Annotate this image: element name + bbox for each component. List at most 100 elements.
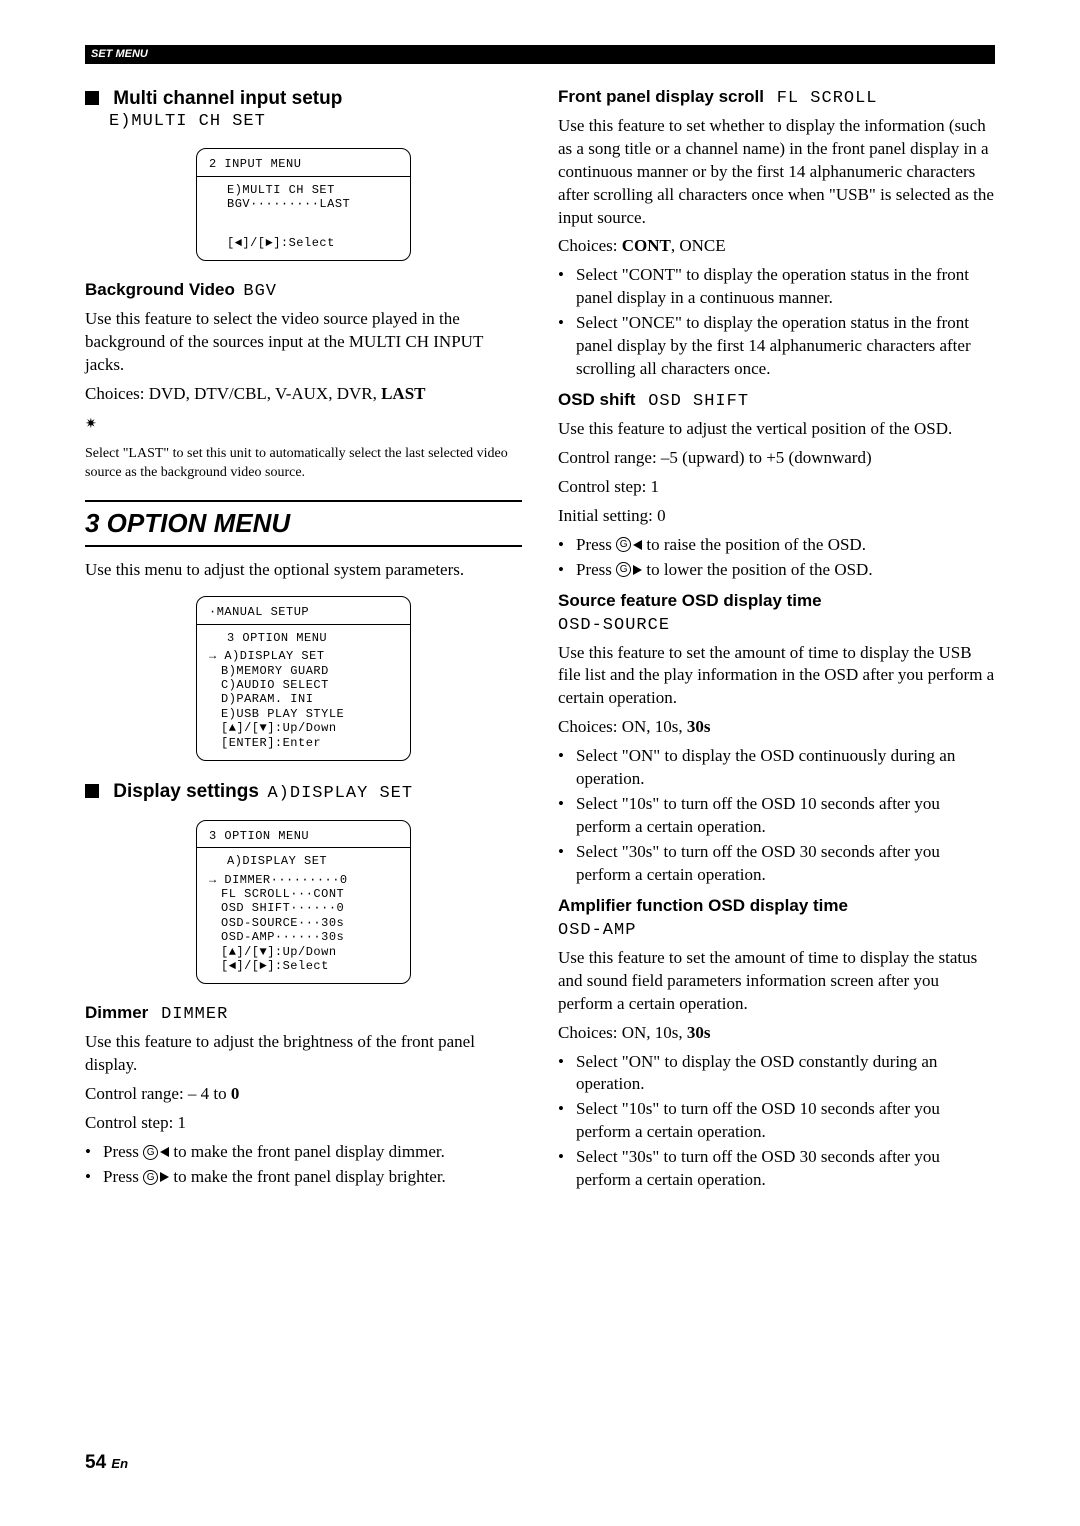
- left-column: Multi channel input setup E)MULTI CH SET…: [85, 86, 522, 1200]
- flscroll-label: Front panel display scroll: [558, 87, 764, 106]
- osdshift-b1-text: to raise the position of the OSD.: [642, 535, 866, 554]
- tip-icon: [85, 418, 101, 434]
- flscroll-b2: Select "ONCE" to display the operation s…: [558, 312, 995, 381]
- osdsource-b3-text: Select "30s" to turn off the OSD 30 seco…: [576, 841, 995, 887]
- osdshift-step: Control step: 1: [558, 476, 995, 499]
- opt-nav1: [▲]/[▼]:Up/Down: [209, 721, 398, 735]
- screen-line1: E)MULTI CH SET: [209, 183, 398, 197]
- bgv-heading: Background Video BGV: [85, 279, 522, 304]
- press-label: Press: [103, 1167, 143, 1186]
- osdsource-b2-text: Select "10s" to turn off the OSD 10 seco…: [576, 793, 995, 839]
- opt-d: D)PARAM. INI: [209, 692, 398, 706]
- g-button-icon: G: [616, 537, 631, 552]
- osdshift-bullets: Press G to raise the position of the OSD…: [558, 534, 995, 582]
- osdsource-b2: Select "10s" to turn off the OSD 10 seco…: [558, 793, 995, 839]
- page-suffix: En: [111, 1456, 128, 1471]
- option-menu-intro: Use this menu to adjust the optional sys…: [85, 559, 522, 582]
- flscroll-b1-text: Select "CONT" to display the operation s…: [576, 264, 995, 310]
- multi-ch-screen: 2 INPUT MENU E)MULTI CH SET BGV·········…: [196, 148, 411, 261]
- osdamp-b1: Select "ON" to display the OSD constantl…: [558, 1051, 995, 1097]
- osdamp-bullets: Select "ON" to display the OSD constantl…: [558, 1051, 995, 1193]
- flscroll-choices-rest: , ONCE: [671, 236, 726, 255]
- osdsource-choices: Choices: ON, 10s, 30s: [558, 716, 995, 739]
- osdsource-choices-text: Choices: ON, 10s,: [558, 717, 687, 736]
- osdamp-heading: Amplifier function OSD display time: [558, 895, 995, 918]
- opt-c: C)AUDIO SELECT: [209, 678, 398, 692]
- osdshift-label: OSD shift: [558, 390, 635, 409]
- flscroll-b2-text: Select "ONCE" to display the operation s…: [576, 312, 995, 381]
- dimmer-heading: Dimmer DIMMER: [85, 1002, 522, 1027]
- dimmer-b1: Press G to make the front panel display …: [85, 1141, 522, 1164]
- g-button-icon: G: [616, 562, 631, 577]
- multi-ch-title: Multi channel input setup: [113, 88, 342, 109]
- ds-a: DIMMER·········0: [224, 873, 347, 887]
- option-menu-screen: ·MANUAL SETUP 3 OPTION MENU → A)DISPLAY …: [196, 596, 411, 761]
- osdshift-desc: Use this feature to adjust the vertical …: [558, 418, 995, 441]
- flscroll-heading: Front panel display scroll FL SCROLL: [558, 86, 995, 111]
- osdamp-b2: Select "10s" to turn off the OSD 10 seco…: [558, 1098, 995, 1144]
- osdamp-choices-text: Choices: ON, 10s,: [558, 1023, 687, 1042]
- osdsource-b3: Select "30s" to turn off the OSD 30 seco…: [558, 841, 995, 887]
- screen-line1: 3 OPTION MENU: [209, 631, 398, 645]
- display-set-title: Display settings: [113, 781, 259, 802]
- osdamp-b2-text: Select "10s" to turn off the OSD 10 seco…: [576, 1098, 995, 1144]
- ds-e: OSD-AMP······30s: [209, 930, 398, 944]
- osdsource-code: OSD-SOURCE: [558, 615, 995, 638]
- display-set-heading: Display settings A)DISPLAY SET: [85, 779, 522, 806]
- dimmer-range: Control range: – 4 to 0: [85, 1083, 522, 1106]
- left-arrow-icon: [160, 1147, 169, 1157]
- bgv-choices-bold: LAST: [381, 384, 425, 403]
- osdshift-code: OSD SHIFT: [648, 392, 749, 411]
- page-number: 54 En: [85, 1450, 128, 1476]
- opt-e: E)USB PLAY STYLE: [209, 707, 398, 721]
- osdamp-choices-bold: 30s: [687, 1023, 711, 1042]
- dimmer-code: DIMMER: [161, 1005, 228, 1024]
- osdsource-b1: Select "ON" to display the OSD continuou…: [558, 745, 995, 791]
- screen-line1: A)DISPLAY SET: [209, 854, 398, 868]
- osdshift-range: Control range: –5 (upward) to +5 (downwa…: [558, 447, 995, 470]
- ds-nav1: [▲]/[▼]:Up/Down: [209, 945, 398, 959]
- flscroll-choices: Choices: CONT, ONCE: [558, 235, 995, 258]
- square-bullet-icon: [85, 91, 99, 105]
- right-arrow-icon: [160, 1172, 169, 1182]
- g-button-icon: G: [143, 1170, 158, 1185]
- bgv-choices-text: Choices: DVD, DTV/CBL, V-AUX, DVR,: [85, 384, 381, 403]
- display-set-screen: 3 OPTION MENU A)DISPLAY SET → DIMMER····…: [196, 820, 411, 985]
- flscroll-desc: Use this feature to set whether to displ…: [558, 115, 995, 230]
- osdshift-b2: Press G to lower the position of the OSD…: [558, 559, 995, 582]
- osdamp-b1-text: Select "ON" to display the OSD constantl…: [576, 1051, 995, 1097]
- osdamp-code: OSD-AMP: [558, 920, 995, 943]
- opt-a: A)DISPLAY SET: [224, 649, 324, 663]
- screen-divider: [197, 176, 410, 177]
- multi-ch-code: E)MULTI CH SET: [85, 111, 522, 134]
- opt-nav2: [ENTER]:Enter: [209, 736, 398, 750]
- g-button-icon: G: [143, 1145, 158, 1160]
- ds-d: OSD-SOURCE···30s: [209, 916, 398, 930]
- bgv-tip: Select "LAST" to set this unit to automa…: [85, 445, 522, 483]
- osdsource-b1-text: Select "ON" to display the OSD continuou…: [576, 745, 995, 791]
- screen-title: 3 OPTION MENU: [209, 829, 398, 843]
- flscroll-code: FL SCROLL: [777, 89, 878, 108]
- flscroll-b1: Select "CONT" to display the operation s…: [558, 264, 995, 310]
- screen-title: ·MANUAL SETUP: [209, 605, 398, 619]
- dimmer-range-pre: Control range: – 4 to: [85, 1084, 231, 1103]
- osdshift-heading: OSD shift OSD SHIFT: [558, 389, 995, 414]
- option-menu-title: 3 OPTION MENU: [85, 500, 522, 547]
- screen-nav: [◄]/[►]:Select: [209, 236, 398, 250]
- osdamp-desc: Use this feature to set the amount of ti…: [558, 947, 995, 1016]
- dimmer-range-bold: 0: [231, 1084, 240, 1103]
- dimmer-desc: Use this feature to adjust the brightnes…: [85, 1031, 522, 1077]
- screen-divider: [197, 847, 410, 848]
- flscroll-choices-text: Choices:: [558, 236, 622, 255]
- multi-ch-heading: Multi channel input setup: [85, 86, 522, 112]
- osdshift-b1: Press G to raise the position of the OSD…: [558, 534, 995, 557]
- bgv-code: BGV: [243, 282, 277, 301]
- ds-nav2: [◄]/[►]:Select: [209, 959, 398, 973]
- osdsource-heading: Source feature OSD display time: [558, 590, 995, 613]
- osdamp-label: Amplifier function OSD display time: [558, 896, 848, 915]
- square-bullet-icon: [85, 784, 99, 798]
- right-column: Front panel display scroll FL SCROLL Use…: [558, 86, 995, 1200]
- osdamp-b3-text: Select "30s" to turn off the OSD 30 seco…: [576, 1146, 995, 1192]
- bgv-desc: Use this feature to select the video sou…: [85, 308, 522, 377]
- screen-body: → A)DISPLAY SET B)MEMORY GUARD C)AUDIO S…: [209, 649, 398, 750]
